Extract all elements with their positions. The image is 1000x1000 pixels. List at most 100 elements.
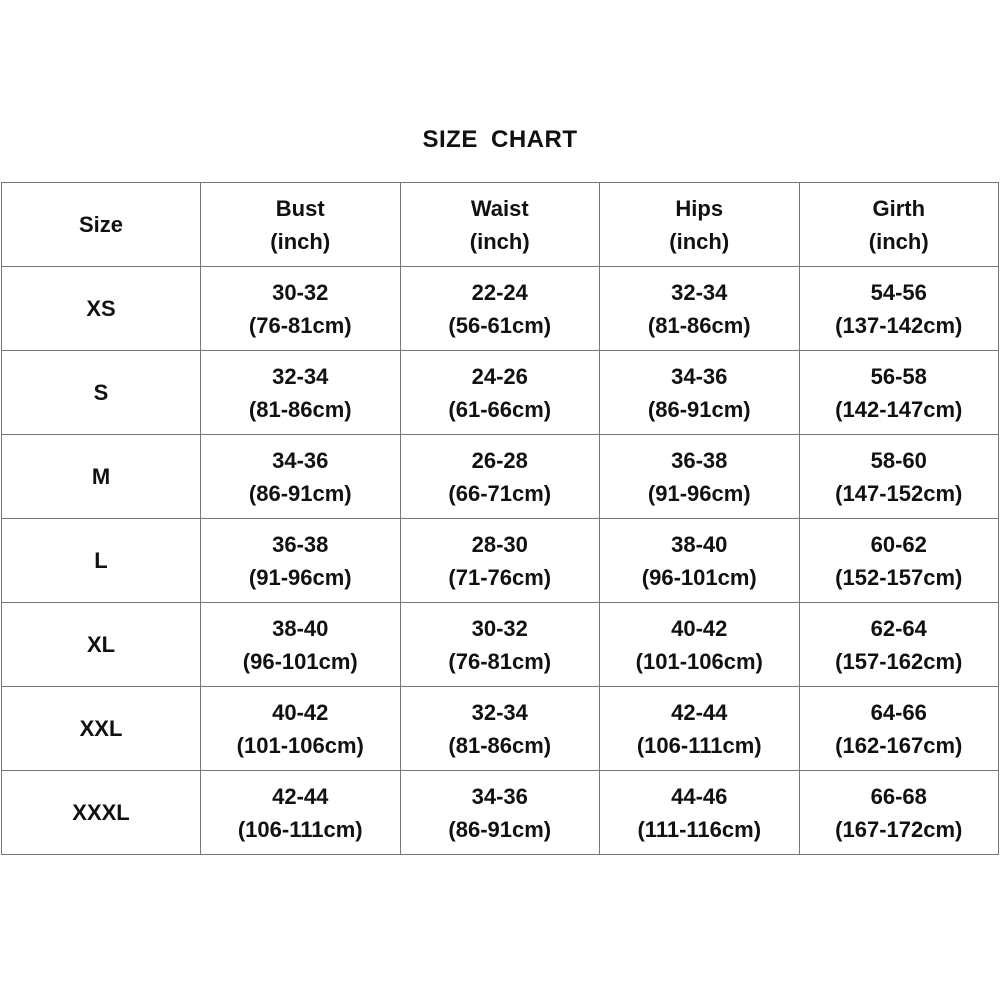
measurement-cell: 34-36 (86-91cm) bbox=[599, 350, 800, 435]
size-cell: L bbox=[1, 518, 201, 603]
measurement-cell: 60-62 (152-157cm) bbox=[798, 518, 999, 603]
header-row: Size Bust (inch) Waist (inch) Hips (inch) Girth… bbox=[1, 182, 999, 267]
measurement-cell: 36-38 (91-96cm) bbox=[599, 434, 800, 519]
cm-range: (86-91cm) bbox=[248, 480, 352, 506]
header-unit: (inch) bbox=[669, 228, 730, 254]
cm-range: (66-71cm) bbox=[448, 480, 552, 506]
cm-range: (81-86cm) bbox=[647, 312, 751, 338]
inch-range: 54-56 bbox=[870, 279, 927, 305]
cm-range: (101-106cm) bbox=[635, 648, 763, 674]
inch-range: 26-28 bbox=[471, 447, 528, 473]
measurement-cell: 30-32 (76-81cm) bbox=[200, 266, 401, 351]
measurement-cell: 32-34 (81-86cm) bbox=[200, 350, 401, 435]
measurement-cell: 22-24 (56-61cm) bbox=[399, 266, 600, 351]
inch-range: 22-24 bbox=[471, 279, 528, 305]
measurement-cell: 54-56 (137-142cm) bbox=[798, 266, 999, 351]
inch-range: 66-68 bbox=[870, 783, 927, 809]
header-cell: Size bbox=[1, 182, 201, 267]
cm-range: (167-172cm) bbox=[835, 816, 963, 842]
measurement-cell: 30-32 (76-81cm) bbox=[399, 602, 600, 687]
header-label: Waist bbox=[470, 195, 529, 221]
cm-range: (61-66cm) bbox=[448, 396, 552, 422]
cm-range: (101-106cm) bbox=[236, 732, 364, 758]
inch-range: 42-44 bbox=[671, 699, 728, 725]
measurement-cell: 38-40 (96-101cm) bbox=[599, 518, 800, 603]
table-row: S 32-34 (81-86cm) 24-26 (61-66cm) 34-36 (86-91… bbox=[1, 350, 999, 435]
cm-range: (71-76cm) bbox=[448, 564, 552, 590]
size-cell: M bbox=[1, 434, 201, 519]
cm-range: (106-111cm) bbox=[636, 732, 762, 758]
measurement-cell: 58-60 (147-152cm) bbox=[798, 434, 999, 519]
header-unit: (inch) bbox=[868, 228, 929, 254]
measurement-cell: 42-44 (106-111cm) bbox=[599, 686, 800, 771]
cm-range: (81-86cm) bbox=[248, 396, 352, 422]
measurement-cell: 24-26 (61-66cm) bbox=[399, 350, 600, 435]
inch-range: 40-42 bbox=[272, 699, 329, 725]
inch-range: 36-38 bbox=[272, 531, 329, 557]
measurement-cell: 40-42 (101-106cm) bbox=[599, 602, 800, 687]
inch-range: 34-36 bbox=[671, 363, 728, 389]
page-title: SIZE CHART bbox=[422, 126, 578, 153]
measurement-cell: 28-30 (71-76cm) bbox=[399, 518, 600, 603]
table-row: XL 38-40 (96-101cm) 30-32 (76-81cm) 40-42 (101… bbox=[1, 602, 999, 687]
cm-range: (106-111cm) bbox=[237, 816, 363, 842]
table-row: XXL 40-42 (101-106cm) 32-34 (81-86cm) 42-44 (1… bbox=[1, 686, 999, 771]
measurement-cell: 26-28 (66-71cm) bbox=[399, 434, 600, 519]
header-cell: Bust (inch) bbox=[200, 182, 401, 267]
cm-range: (91-96cm) bbox=[248, 564, 352, 590]
header-cell: Girth (inch) bbox=[798, 182, 999, 267]
inch-range: 30-32 bbox=[471, 615, 528, 641]
cm-range: (96-101cm) bbox=[242, 648, 358, 674]
measurement-cell: 36-38 (91-96cm) bbox=[200, 518, 401, 603]
cm-range: (86-91cm) bbox=[647, 396, 751, 422]
inch-range: 36-38 bbox=[671, 447, 728, 473]
inch-range: 34-36 bbox=[471, 783, 528, 809]
inch-range: 60-62 bbox=[870, 531, 927, 557]
size-chart-table: Size Bust (inch) Waist (inch) Hips (inch) Girth… bbox=[1, 182, 999, 855]
table-row: M 34-36 (86-91cm) 26-28 (66-71cm) 36-38 (91-96… bbox=[1, 434, 999, 519]
cm-range: (91-96cm) bbox=[647, 480, 751, 506]
cm-range: (81-86cm) bbox=[448, 732, 552, 758]
header-label: Bust bbox=[275, 195, 325, 221]
measurement-cell: 42-44 (106-111cm) bbox=[200, 770, 401, 855]
measurement-cell: 38-40 (96-101cm) bbox=[200, 602, 401, 687]
cm-range: (86-91cm) bbox=[448, 816, 552, 842]
inch-range: 42-44 bbox=[272, 783, 329, 809]
inch-range: 44-46 bbox=[671, 783, 728, 809]
measurement-cell: 66-68 (167-172cm) bbox=[798, 770, 999, 855]
header-cell: Hips (inch) bbox=[599, 182, 800, 267]
cm-range: (137-142cm) bbox=[835, 312, 963, 338]
cm-range: (111-116cm) bbox=[637, 816, 762, 842]
measurement-cell: 32-34 (81-86cm) bbox=[399, 686, 600, 771]
measurement-cell: 62-64 (157-162cm) bbox=[798, 602, 999, 687]
size-cell: XL bbox=[1, 602, 201, 687]
inch-range: 32-34 bbox=[471, 699, 528, 725]
inch-range: 32-34 bbox=[671, 279, 728, 305]
cm-range: (157-162cm) bbox=[835, 648, 963, 674]
cm-range: (96-101cm) bbox=[641, 564, 757, 590]
header-label: Girth bbox=[872, 195, 926, 221]
cm-range: (76-81cm) bbox=[248, 312, 352, 338]
inch-range: 24-26 bbox=[471, 363, 528, 389]
inch-range: 56-58 bbox=[870, 363, 927, 389]
measurement-cell: 34-36 (86-91cm) bbox=[399, 770, 600, 855]
inch-range: 64-66 bbox=[870, 699, 927, 725]
table-row: XXXL 42-44 (106-111cm) 34-36 (86-91cm) 44-46 (… bbox=[1, 770, 999, 855]
size-cell: XS bbox=[1, 266, 201, 351]
measurement-cell: 40-42 (101-106cm) bbox=[200, 686, 401, 771]
header-cell: Waist (inch) bbox=[399, 182, 600, 267]
cm-range: (56-61cm) bbox=[448, 312, 552, 338]
cm-range: (152-157cm) bbox=[835, 564, 963, 590]
header-label: Hips bbox=[675, 195, 724, 221]
inch-range: 40-42 bbox=[671, 615, 728, 641]
size-cell: S bbox=[1, 350, 201, 435]
cm-range: (162-167cm) bbox=[835, 732, 963, 758]
inch-range: 38-40 bbox=[671, 531, 728, 557]
cm-range: (76-81cm) bbox=[448, 648, 552, 674]
inch-range: 28-30 bbox=[471, 531, 528, 557]
header-label: Size bbox=[78, 212, 124, 237]
cm-range: (147-152cm) bbox=[835, 480, 963, 506]
size-cell: XXXL bbox=[1, 770, 201, 855]
measurement-cell: 34-36 (86-91cm) bbox=[200, 434, 401, 519]
inch-range: 38-40 bbox=[272, 615, 329, 641]
